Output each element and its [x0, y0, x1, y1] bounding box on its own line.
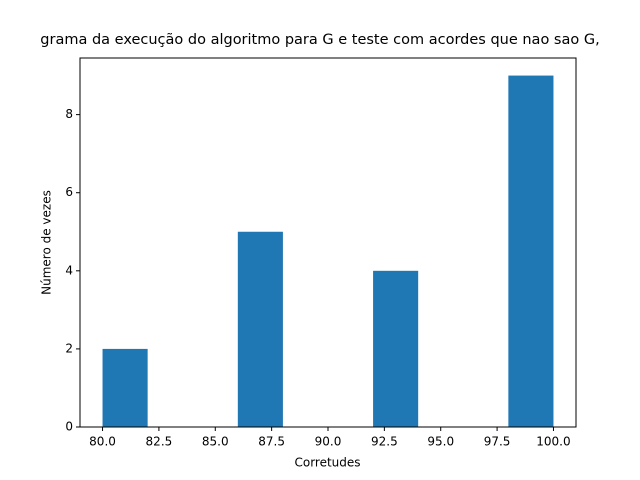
bar — [237, 231, 283, 427]
x-tick-label: 80.0 — [89, 435, 116, 449]
bar — [102, 348, 148, 427]
y-tick-label: 4 — [65, 263, 73, 277]
plot-frame — [79, 57, 577, 428]
chart-title: grama da execução do algoritmo para G e … — [40, 32, 599, 48]
bar — [373, 270, 419, 427]
y-tick-label: 0 — [65, 420, 73, 434]
x-tick-label: 97.5 — [484, 435, 511, 449]
x-tick-label: 87.5 — [258, 435, 285, 449]
y-axis-label: Número de vezes — [40, 190, 54, 295]
y-tick-label: 8 — [65, 107, 73, 121]
x-tick-label: 85.0 — [202, 435, 229, 449]
x-tick-label: 100.0 — [536, 435, 570, 449]
y-tick-label: 2 — [65, 341, 73, 355]
y-tick-label: 6 — [65, 185, 73, 199]
x-tick-label: 95.0 — [427, 435, 454, 449]
x-tick-label: 82.5 — [146, 435, 173, 449]
x-axis-label: Corretudes — [294, 456, 360, 470]
x-tick-label: 92.5 — [371, 435, 398, 449]
x-tick-label: 90.0 — [315, 435, 342, 449]
bar — [508, 75, 554, 428]
